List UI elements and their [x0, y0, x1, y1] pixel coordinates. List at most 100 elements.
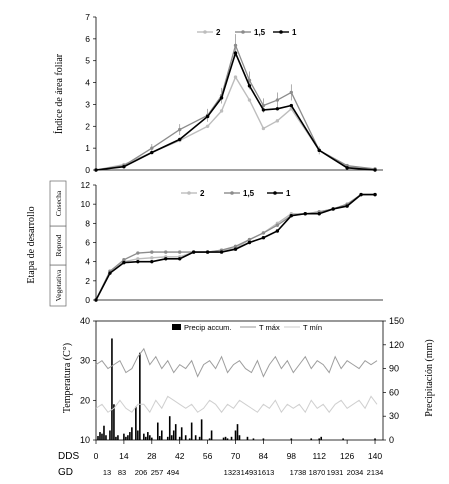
precip-bar — [111, 338, 113, 440]
lai-series-2-point — [219, 109, 224, 113]
dds-tick-label: 14 — [119, 451, 129, 461]
precip-bar — [174, 424, 177, 440]
temperature-y-axis-label: Temperatura (C°) — [62, 343, 73, 413]
stage-series-2-point — [150, 256, 154, 260]
gd-value-label: 494 — [167, 468, 180, 477]
lai-y-tick-label: 7 — [85, 12, 90, 22]
precip-bar — [158, 436, 161, 440]
stage-series-1-point — [331, 207, 335, 211]
precip-bar — [160, 430, 163, 440]
precip-bar — [318, 438, 321, 440]
temp-y-tick-label: 10 — [80, 435, 90, 445]
precip-bar — [246, 436, 249, 440]
precip-bar — [290, 438, 293, 440]
weather-legend: Precip accum. T máx T mín — [172, 323, 322, 332]
stage-series-1-point — [178, 257, 182, 261]
tmax-line — [95, 347, 378, 378]
lai-series-1-5-point — [247, 78, 252, 83]
precip-bar — [230, 436, 233, 440]
precip-bar — [156, 422, 159, 440]
lai-y-tick-label: 4 — [85, 78, 90, 88]
precip-y-tick-label: 0 — [389, 435, 394, 445]
stage-series-1-5-point — [178, 250, 182, 254]
lai-series-1-point — [178, 137, 182, 142]
stage-series-1-point — [94, 298, 98, 302]
gd-value-label: 1323 — [224, 468, 241, 477]
stage-series-1-point — [359, 192, 363, 197]
dds-tick-label: 42 — [175, 451, 185, 461]
precip-y-tick-label: 90 — [389, 364, 399, 374]
dds-tick-label: 140 — [368, 451, 382, 461]
precip-bar — [143, 433, 145, 440]
stage-series-1-point — [303, 212, 307, 216]
precip-bar — [149, 435, 151, 440]
precip-bar — [374, 438, 376, 440]
precip-bar — [200, 419, 203, 440]
dds-label: DDS — [58, 451, 79, 462]
lai-series-2-point — [233, 75, 238, 79]
stage-series-1-point — [122, 260, 126, 265]
precip-bar — [310, 438, 313, 440]
stage-series-1-point — [136, 259, 140, 264]
precip-bar — [137, 430, 139, 440]
lai-series-1-point — [345, 166, 349, 170]
lai-y-tick-label: 0 — [85, 165, 90, 175]
lai-y-axis-label: Índice de área foliar — [53, 53, 65, 134]
stage-series-1-point — [164, 257, 168, 261]
lai-series-1-point — [219, 96, 224, 100]
precipitation-y-axis-label: Precipitación (mm) — [424, 339, 435, 416]
development-stage-chart: Etapa de desarrollo Vegetativa Reprod Cose… — [26, 180, 383, 307]
lai-legend-label-2: 2 — [216, 28, 221, 37]
lai-series-1-5-point — [233, 43, 238, 48]
lai-y-tick-label: 2 — [85, 121, 90, 131]
precip-bar — [236, 424, 239, 440]
temp-y-tick-label: 30 — [80, 356, 90, 366]
precip-bar — [147, 432, 149, 440]
stage-y-tick-label: 8 — [85, 218, 90, 228]
stage-series-1-point — [275, 229, 280, 233]
lai-series-1-point — [373, 168, 377, 172]
lai-series-1-5-point — [275, 98, 280, 102]
lai-series-1-point — [233, 51, 238, 55]
lai-legend-label-1-5: 1,5 — [254, 28, 266, 37]
stage-y-tick-label: 0 — [85, 295, 90, 305]
dds-tick-label: 84 — [259, 451, 269, 461]
precip-bar — [101, 433, 103, 440]
precip-bar — [145, 436, 147, 440]
precip-bar — [139, 352, 141, 440]
precip-bar — [168, 416, 171, 440]
lai-series-2-point — [261, 126, 266, 131]
stage-series-1-point — [150, 259, 154, 264]
precip-bar — [129, 432, 131, 440]
precip-bar — [198, 436, 201, 440]
lai-series-2-point — [275, 119, 280, 123]
stage-y-tick-label: 12 — [81, 180, 91, 190]
precip-bar — [234, 430, 237, 440]
gd-value-label: 2134 — [367, 468, 384, 477]
lai-series-1-point — [261, 108, 266, 112]
precip-bar — [172, 430, 175, 440]
lai-legend-label-1: 1 — [292, 28, 297, 37]
stage-series-1-point — [373, 192, 377, 197]
lai-series-1-point — [205, 114, 210, 119]
dds-tick-label: 28 — [147, 451, 157, 461]
precip-bar — [194, 435, 197, 440]
stage-series-1-5-point — [164, 250, 168, 254]
stage-series-1-point — [108, 271, 112, 275]
stage-series-1-5-point — [233, 244, 238, 249]
precip-bar — [103, 425, 105, 440]
tmin-line — [95, 395, 378, 414]
lai-series-2-point — [247, 98, 252, 102]
precip-bar — [115, 436, 117, 440]
stage-series-1-point — [191, 250, 196, 254]
lai-y-tick-label: 3 — [85, 99, 90, 109]
lai-series-1-5-point — [178, 127, 182, 132]
gd-value-label: 257 — [151, 468, 164, 477]
precip-bar — [252, 438, 255, 440]
precip-bar — [226, 438, 229, 440]
lai-y-tick-label: 5 — [85, 56, 90, 66]
stage-series-1-point — [205, 250, 210, 254]
gd-value-label: 1613 — [258, 468, 275, 477]
precip-bar — [238, 435, 241, 440]
